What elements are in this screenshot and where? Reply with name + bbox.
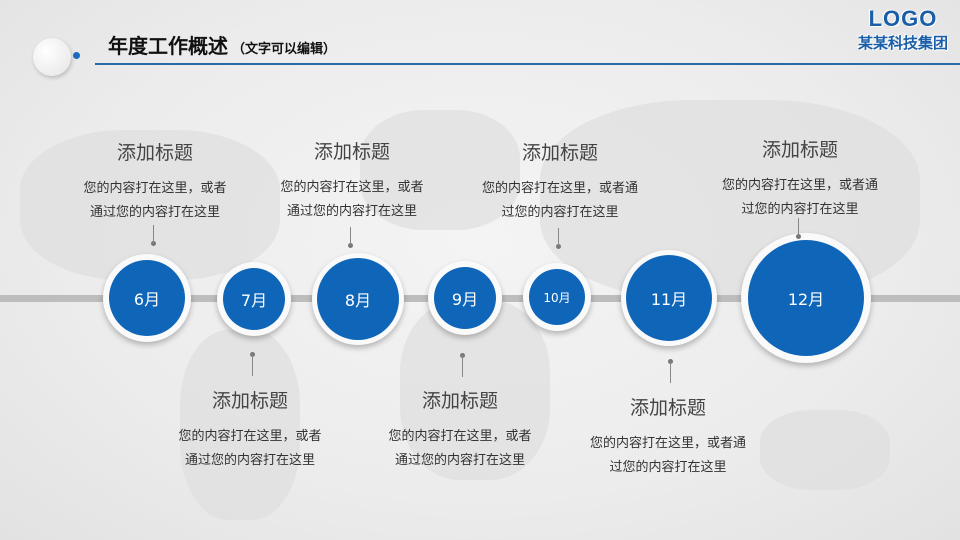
decorative-circle	[33, 38, 71, 76]
month-label: 8月	[317, 258, 399, 340]
milestone-text: 添加标题您的内容打在这里，或者通过您的内容打在这里	[558, 393, 778, 480]
logo: LOGO 某某科技集团	[858, 6, 948, 53]
milestone-title: 添加标题	[211, 390, 288, 412]
timeline-node: 12月	[741, 233, 871, 363]
milestone-desc: 您的内容打在这里，或者通	[481, 181, 638, 196]
connector-line	[558, 228, 559, 246]
world-map-bg	[760, 410, 890, 490]
world-map-bg	[180, 330, 300, 520]
month-label: 7月	[223, 268, 285, 330]
milestone-desc: 过您的内容打在这里	[609, 460, 727, 475]
timeline-node: 11月	[621, 250, 717, 346]
title-text: 年度工作概述	[108, 34, 228, 58]
milestone-desc: 通过您的内容打在这里	[89, 205, 220, 220]
connector-line	[153, 225, 154, 243]
connector-line	[798, 218, 799, 236]
header-rule	[95, 63, 960, 65]
timeline-node: 10月	[523, 263, 591, 331]
connector-dot	[556, 244, 561, 249]
connector-dot	[348, 243, 353, 248]
connector-line	[462, 355, 463, 377]
timeline-node: 7月	[217, 262, 291, 336]
milestone-desc: 过您的内容打在这里	[741, 202, 859, 217]
connector-dot	[796, 234, 801, 239]
connector-line	[670, 361, 671, 383]
connector-line	[252, 354, 253, 376]
milestone-text: 添加标题您的内容打在这里，或者通过您的内容打在这里	[350, 386, 570, 473]
milestone-desc: 您的内容打在这里，或者	[83, 181, 227, 196]
milestone-text: 添加标题您的内容打在这里，或者通过您的内容打在这里	[690, 135, 910, 222]
milestone-text: 添加标题您的内容打在这里，或者通过您的内容打在这里	[140, 386, 360, 473]
timeline-node: 9月	[428, 261, 502, 335]
milestone-title: 添加标题	[116, 142, 193, 164]
milestone-desc: 您的内容打在这里，或者	[388, 429, 532, 444]
milestone-title: 添加标题	[313, 141, 390, 163]
milestone-desc: 您的内容打在这里，或者通	[721, 178, 878, 193]
milestone-desc: 通过您的内容打在这里	[394, 453, 525, 468]
month-label: 11月	[626, 255, 712, 341]
milestone-text: 添加标题您的内容打在这里，或者通过您的内容打在这里	[45, 138, 265, 225]
milestone-title: 添加标题	[421, 390, 498, 412]
title-subtitle: （文字可以编辑）	[232, 42, 337, 57]
milestone-desc: 您的内容打在这里，或者通	[589, 436, 746, 451]
timeline-node: 8月	[312, 253, 404, 345]
milestone-desc: 过您的内容打在这里	[501, 205, 619, 220]
month-label: 12月	[748, 240, 864, 356]
milestone-text: 添加标题您的内容打在这里，或者通过您的内容打在这里	[450, 138, 670, 225]
month-label: 10月	[529, 269, 585, 325]
month-label: 6月	[109, 260, 185, 336]
decorative-dot	[73, 52, 80, 59]
milestone-desc: 通过您的内容打在这里	[184, 453, 315, 468]
connector-line	[350, 227, 351, 245]
milestone-title: 添加标题	[521, 142, 598, 164]
connector-dot	[151, 241, 156, 246]
milestone-desc: 您的内容打在这里，或者	[280, 180, 424, 195]
timeline-node: 6月	[103, 254, 191, 342]
logo-company: 某某科技集团	[857, 34, 948, 52]
month-label: 9月	[434, 267, 496, 329]
milestone-desc: 通过您的内容打在这里	[286, 204, 417, 219]
page-title: 年度工作概述 （文字可以编辑）	[108, 30, 336, 59]
milestone-title: 添加标题	[761, 139, 838, 161]
milestone-text: 添加标题您的内容打在这里，或者通过您的内容打在这里	[242, 137, 462, 224]
logo-mark: LOGO	[868, 6, 938, 31]
milestone-title: 添加标题	[629, 397, 706, 419]
world-map-bg	[360, 110, 520, 230]
milestone-desc: 您的内容打在这里，或者	[178, 429, 322, 444]
